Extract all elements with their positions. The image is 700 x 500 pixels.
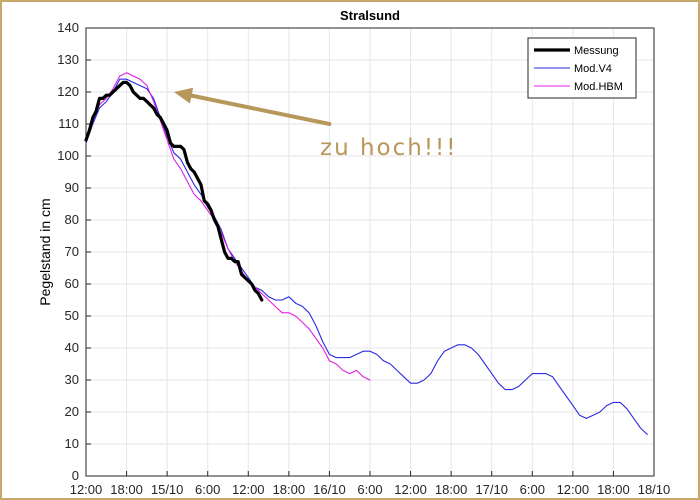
- series-line-mod-v4: [85, 78, 648, 435]
- x-tick-label: 18/10: [638, 482, 671, 497]
- legend-label: Messung: [574, 45, 619, 57]
- x-tick-label: 18:00: [435, 482, 468, 497]
- x-tick-label: 17/10: [475, 482, 508, 497]
- x-tick-label: 18:00: [597, 482, 630, 497]
- y-tick-label: 140: [57, 20, 79, 35]
- y-tick-label: 130: [57, 52, 79, 67]
- y-axis-label: Pegelstand in cm: [37, 198, 53, 305]
- legend: Messung Mod.V4 Mod.HBM: [527, 37, 637, 99]
- y-tick-label: 50: [65, 308, 79, 323]
- y-tick-label: 0: [72, 468, 79, 483]
- x-tick-label: 6:00: [195, 482, 220, 497]
- tick-layer: 0 10 20 30 40 50 60 70 80 90 100 110 120 130 140 12:00 1…: [57, 20, 670, 497]
- y-tick-label: 120: [57, 84, 79, 99]
- series-layer: [84, 72, 648, 435]
- annotation-arrow-head: [173, 87, 194, 104]
- y-tick-label: 40: [65, 340, 79, 355]
- x-tick-label: 6:00: [520, 482, 545, 497]
- y-tick-label: 30: [65, 372, 79, 387]
- annotation-layer: zu hoch!!!: [173, 87, 458, 161]
- y-tick-label: 90: [65, 180, 79, 195]
- x-tick-label: 15/10: [151, 482, 184, 497]
- chart-title: Stralsund: [340, 8, 400, 23]
- y-tick-label: 100: [57, 148, 79, 163]
- x-tick-label: 6:00: [357, 482, 382, 497]
- legend-label: Mod.HBM: [574, 81, 623, 93]
- y-tick-label: 60: [65, 276, 79, 291]
- x-tick-label: 12:00: [394, 482, 427, 497]
- x-tick-label: 12:00: [557, 482, 590, 497]
- x-tick-label: 16/10: [313, 482, 346, 497]
- series-line-messung: [84, 80, 264, 302]
- y-tick-label: 20: [65, 404, 79, 419]
- y-tick-label: 110: [58, 116, 79, 131]
- x-tick-label: 18:00: [110, 482, 143, 497]
- x-tick-label: 12:00: [70, 482, 103, 497]
- annotation-text: zu hoch!!!: [320, 135, 458, 161]
- legend-label: Mod.V4: [574, 63, 612, 75]
- annotation-arrow-shaft: [189, 93, 332, 126]
- series-line-mod-hbm: [85, 72, 371, 381]
- y-tick-label: 80: [65, 212, 79, 227]
- x-tick-label: 12:00: [232, 482, 265, 497]
- y-tick-label: 70: [65, 244, 79, 259]
- x-tick-label: 18:00: [273, 482, 306, 497]
- y-tick-label: 10: [65, 436, 79, 451]
